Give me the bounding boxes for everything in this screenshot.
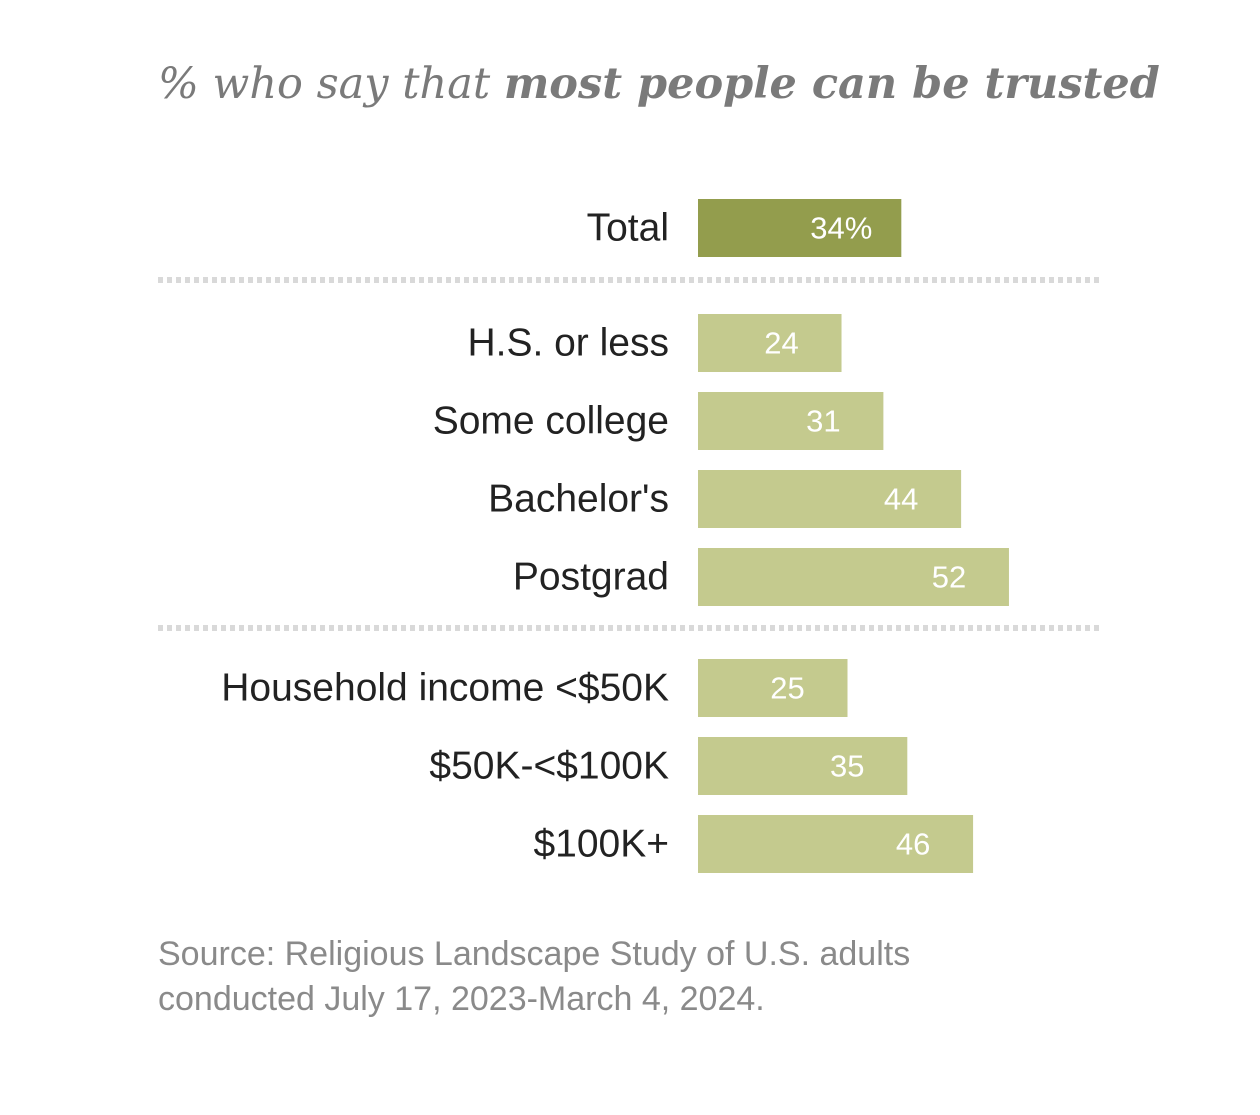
chart-title-emphasis: most people can be trusted <box>503 59 1160 109</box>
bar-0 <box>698 199 902 257</box>
category-label: $50K-<$100K <box>429 745 669 788</box>
bar-5 <box>698 659 848 717</box>
source-note: Source: Religious Landscape Study of U.S… <box>158 932 1138 1022</box>
category-label: $100K+ <box>533 823 669 866</box>
bar-4 <box>698 548 1009 606</box>
value-label: 44 <box>884 482 918 517</box>
chart-title: % who say that most people can be truste… <box>158 56 1160 112</box>
bar-1 <box>698 314 842 372</box>
value-label: 35 <box>830 749 864 784</box>
category-label: Bachelor's <box>488 478 669 521</box>
category-label: H.S. or less <box>467 322 669 365</box>
value-label: 52 <box>932 560 966 595</box>
value-label: 34% <box>810 211 872 246</box>
chart-title-prefix: % who say that <box>158 59 504 109</box>
bar-3 <box>698 470 962 528</box>
source-line-2: conducted July 17, 2023-March 4, 2024. <box>158 980 765 1018</box>
value-label: 25 <box>770 671 804 706</box>
bar-2 <box>698 392 884 450</box>
bar-7 <box>698 815 974 873</box>
bar-6 <box>698 737 908 795</box>
category-label: Total <box>587 207 669 250</box>
source-line-1: Source: Religious Landscape Study of U.S… <box>158 935 911 973</box>
value-label: 24 <box>764 326 798 361</box>
category-label: Postgrad <box>513 556 669 599</box>
category-label: Household income <$50K <box>221 667 669 710</box>
value-label: 46 <box>896 827 930 862</box>
value-label: 31 <box>806 404 840 439</box>
category-label: Some college <box>433 400 669 443</box>
